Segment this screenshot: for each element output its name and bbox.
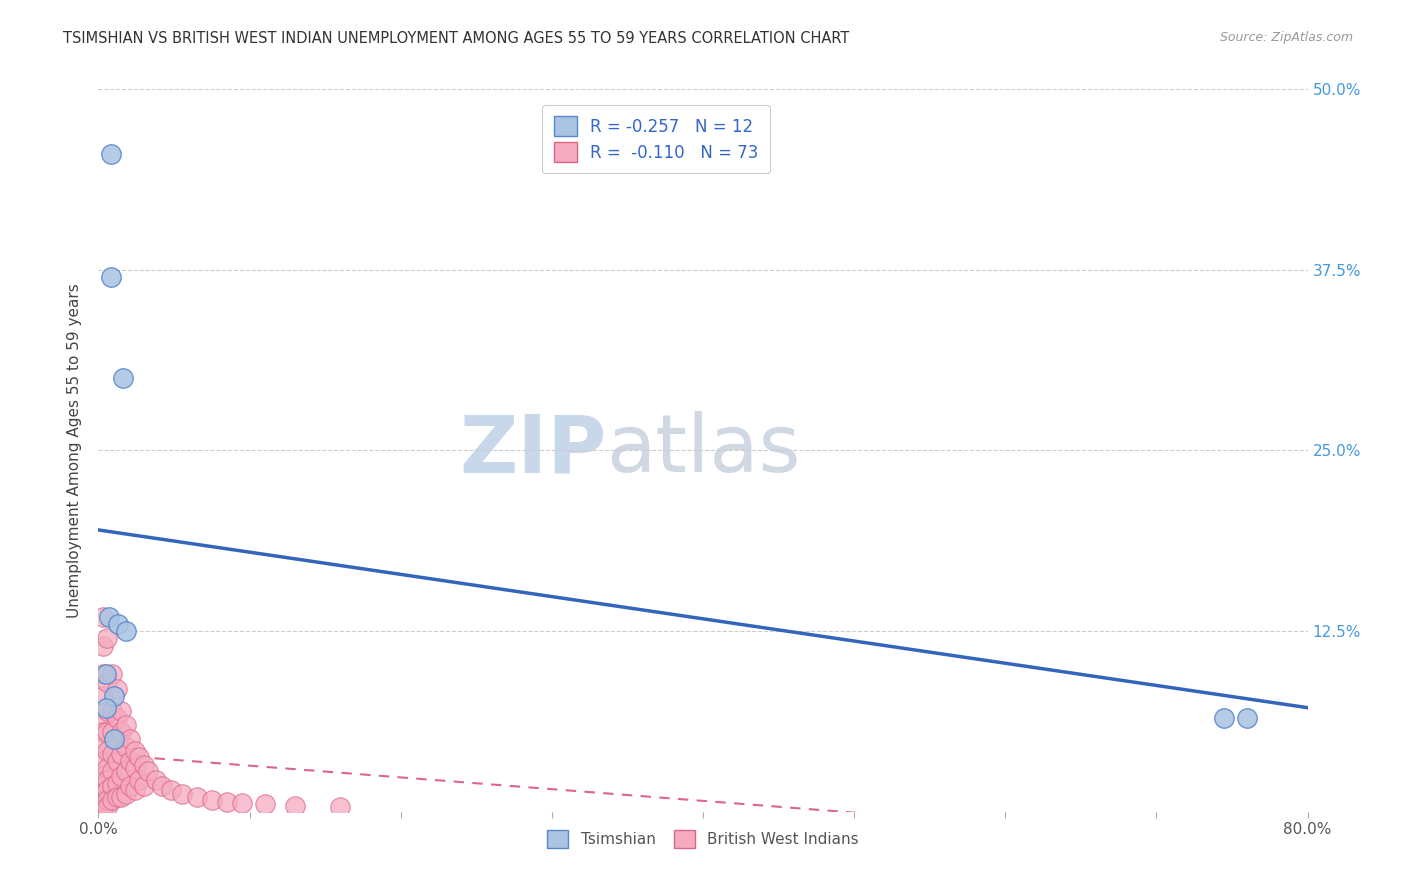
Point (91, 805, 114, 819)
Point (91, 805, 114, 819)
Point (110, 747, 132, 761)
Y-axis label: Unemployment Among Ages 55 to 59 years: Unemployment Among Ages 55 to 59 years (67, 283, 83, 618)
Point (101, 779, 124, 793)
Point (284, 799, 307, 814)
Point (105, 776, 128, 790)
Point (105, 754, 128, 768)
Point (114, 764, 136, 779)
Legend: Tsimshian, British West Indians: Tsimshian, British West Indians (536, 819, 870, 858)
Point (96, 761, 118, 775)
Point (124, 744, 146, 758)
Text: TSIMSHIAN VS BRITISH WEST INDIAN UNEMPLOYMENT AMONG AGES 55 TO 59 YEARS CORRELAT: TSIMSHIAN VS BRITISH WEST INDIAN UNEMPLO… (63, 31, 849, 46)
Point (114, 624, 136, 639)
Point (91, 609, 114, 624)
Point (101, 764, 124, 779)
Point (103, 689, 125, 703)
Point (91, 802, 114, 816)
Point (105, 711, 128, 725)
Point (128, 772, 150, 787)
Point (91, 667, 114, 681)
Point (105, 681, 128, 696)
Point (96, 744, 118, 758)
Point (94, 667, 117, 681)
Point (91, 639, 114, 653)
Point (101, 747, 124, 761)
Point (1213, 711, 1236, 725)
Point (91, 788, 114, 802)
Point (91, 805, 114, 819)
Point (91, 689, 114, 703)
Text: atlas: atlas (606, 411, 800, 490)
Point (96, 725, 118, 739)
Point (128, 749, 150, 764)
Point (94, 700, 117, 714)
Point (105, 732, 128, 747)
Point (114, 788, 136, 802)
Point (98, 609, 121, 624)
Point (253, 797, 276, 812)
Point (96, 783, 118, 797)
Point (132, 779, 155, 793)
Point (120, 732, 142, 747)
Point (100, 147, 122, 161)
Point (91, 739, 114, 754)
Point (91, 803, 114, 817)
Point (100, 270, 122, 285)
Point (96, 704, 118, 718)
Point (110, 790, 132, 805)
Point (150, 779, 173, 793)
Point (96, 800, 118, 814)
Point (101, 725, 124, 739)
Point (96, 772, 118, 787)
Point (160, 783, 183, 797)
Point (91, 754, 114, 768)
Point (91, 769, 114, 783)
Point (96, 674, 118, 689)
Point (201, 793, 224, 807)
Point (145, 772, 167, 787)
Point (91, 797, 114, 812)
Point (120, 754, 142, 768)
Point (136, 764, 159, 779)
Text: ZIP: ZIP (458, 411, 606, 490)
Point (110, 769, 132, 783)
Point (132, 758, 155, 772)
Point (186, 790, 208, 805)
Point (231, 796, 253, 810)
Text: Source: ZipAtlas.com: Source: ZipAtlas.com (1219, 31, 1353, 45)
Point (103, 732, 125, 747)
Point (101, 793, 124, 807)
Point (91, 793, 114, 807)
Point (114, 718, 136, 732)
Point (107, 616, 129, 631)
Point (111, 371, 134, 385)
Point (329, 800, 352, 814)
Point (120, 779, 142, 793)
Point (110, 725, 132, 739)
Point (91, 711, 114, 725)
Point (101, 667, 124, 681)
Point (105, 790, 128, 805)
Point (96, 632, 118, 646)
Point (91, 779, 114, 793)
Point (124, 761, 146, 775)
Point (124, 783, 146, 797)
Point (110, 704, 132, 718)
Point (96, 793, 118, 807)
Point (91, 725, 114, 739)
Point (170, 788, 193, 802)
Point (91, 800, 114, 814)
Point (114, 739, 136, 754)
Point (215, 795, 238, 809)
Point (101, 704, 124, 718)
Point (1236, 711, 1258, 725)
